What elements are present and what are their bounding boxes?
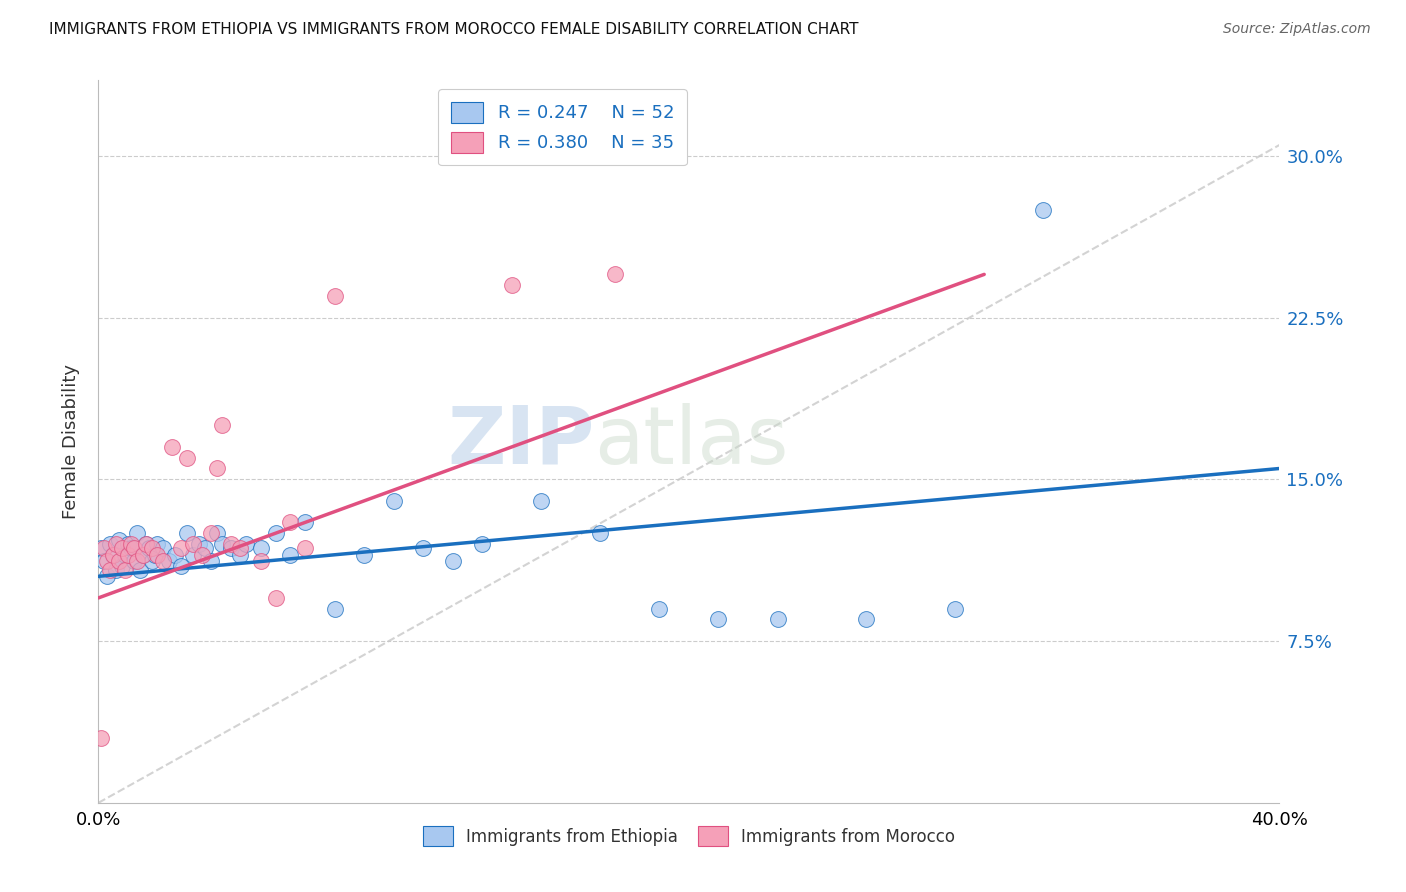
Text: IMMIGRANTS FROM ETHIOPIA VS IMMIGRANTS FROM MOROCCO FEMALE DISABILITY CORRELATIO: IMMIGRANTS FROM ETHIOPIA VS IMMIGRANTS F… bbox=[49, 22, 859, 37]
Point bbox=[143, 548, 166, 562]
Point bbox=[103, 548, 125, 562]
Point bbox=[120, 537, 142, 551]
Point bbox=[128, 563, 150, 577]
Point bbox=[605, 268, 627, 282]
Point bbox=[96, 569, 118, 583]
Point bbox=[191, 548, 214, 562]
Point bbox=[162, 440, 183, 454]
Point bbox=[943, 601, 966, 615]
Point bbox=[323, 289, 346, 303]
Point bbox=[152, 554, 174, 568]
Point bbox=[441, 554, 464, 568]
Point bbox=[132, 548, 155, 562]
Point bbox=[135, 537, 157, 551]
Point bbox=[707, 612, 730, 626]
Point bbox=[205, 526, 228, 541]
Text: atlas: atlas bbox=[595, 402, 789, 481]
Point bbox=[194, 541, 217, 556]
Point bbox=[264, 591, 287, 605]
Point bbox=[280, 516, 302, 530]
Point bbox=[135, 537, 157, 551]
Point bbox=[165, 548, 187, 562]
Point bbox=[211, 418, 233, 433]
Point bbox=[221, 541, 243, 556]
Text: 0.0%: 0.0% bbox=[76, 812, 121, 830]
Point bbox=[235, 537, 257, 551]
Point bbox=[250, 554, 273, 568]
Point bbox=[264, 526, 287, 541]
Point bbox=[98, 563, 121, 577]
Point bbox=[187, 537, 209, 551]
Point bbox=[176, 526, 198, 541]
Point bbox=[132, 548, 155, 562]
Point bbox=[323, 601, 346, 615]
Point bbox=[471, 537, 494, 551]
Point bbox=[157, 554, 180, 568]
Point bbox=[855, 612, 877, 626]
Point bbox=[93, 541, 115, 556]
Point bbox=[125, 526, 148, 541]
Point bbox=[170, 541, 193, 556]
Point bbox=[382, 493, 405, 508]
Point bbox=[501, 278, 523, 293]
Point bbox=[93, 554, 115, 568]
Point bbox=[138, 541, 160, 556]
Point bbox=[589, 526, 612, 541]
Point bbox=[353, 548, 375, 562]
Legend: Immigrants from Ethiopia, Immigrants from Morocco: Immigrants from Ethiopia, Immigrants fro… bbox=[416, 820, 962, 852]
Point bbox=[114, 548, 136, 562]
Point bbox=[229, 548, 252, 562]
Point bbox=[200, 526, 222, 541]
Point bbox=[114, 563, 136, 577]
Point bbox=[122, 554, 145, 568]
Point bbox=[111, 541, 134, 556]
Point bbox=[170, 558, 193, 573]
Point bbox=[108, 533, 131, 547]
Point bbox=[294, 516, 316, 530]
Text: Source: ZipAtlas.com: Source: ZipAtlas.com bbox=[1223, 22, 1371, 37]
Point bbox=[211, 537, 233, 551]
Point bbox=[229, 541, 252, 556]
Point bbox=[280, 548, 302, 562]
Point bbox=[221, 537, 243, 551]
Point bbox=[176, 450, 198, 465]
Point bbox=[146, 537, 169, 551]
Point bbox=[90, 731, 112, 745]
Point bbox=[648, 601, 671, 615]
Point bbox=[250, 541, 273, 556]
Point bbox=[111, 558, 134, 573]
Point bbox=[412, 541, 434, 556]
Point bbox=[117, 548, 139, 562]
Y-axis label: Female Disability: Female Disability bbox=[62, 364, 80, 519]
Text: 40.0%: 40.0% bbox=[1251, 812, 1308, 830]
Point bbox=[181, 548, 204, 562]
Point bbox=[205, 461, 228, 475]
Point bbox=[146, 548, 169, 562]
Point bbox=[200, 554, 222, 568]
Point bbox=[294, 541, 316, 556]
Text: ZIP: ZIP bbox=[447, 402, 595, 481]
Point bbox=[96, 554, 118, 568]
Point bbox=[98, 537, 121, 551]
Point bbox=[105, 537, 128, 551]
Point bbox=[117, 537, 139, 551]
Point bbox=[141, 541, 163, 556]
Point bbox=[530, 493, 553, 508]
Point bbox=[103, 548, 125, 562]
Point bbox=[181, 537, 204, 551]
Point bbox=[122, 541, 145, 556]
Point bbox=[766, 612, 789, 626]
Point bbox=[120, 541, 142, 556]
Point bbox=[108, 554, 131, 568]
Point bbox=[125, 554, 148, 568]
Point bbox=[90, 541, 112, 556]
Point bbox=[152, 541, 174, 556]
Point bbox=[141, 554, 163, 568]
Point bbox=[1032, 202, 1054, 217]
Point bbox=[105, 563, 128, 577]
